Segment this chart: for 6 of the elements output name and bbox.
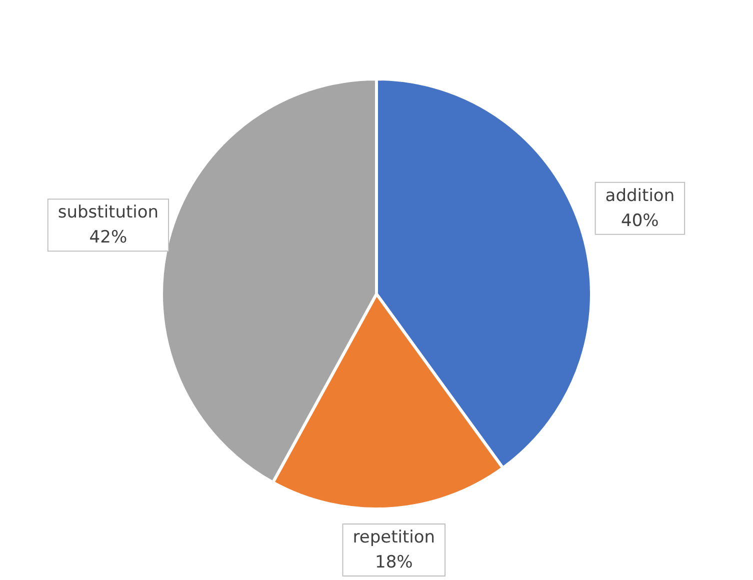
slice-label: repetition <box>352 527 436 548</box>
data-label: 18% <box>374 552 413 572</box>
data-label: 42% <box>89 228 128 248</box>
slice-label: substitution <box>58 202 159 223</box>
data-label: 40% <box>621 210 659 231</box>
slice-label: addition <box>605 186 675 206</box>
